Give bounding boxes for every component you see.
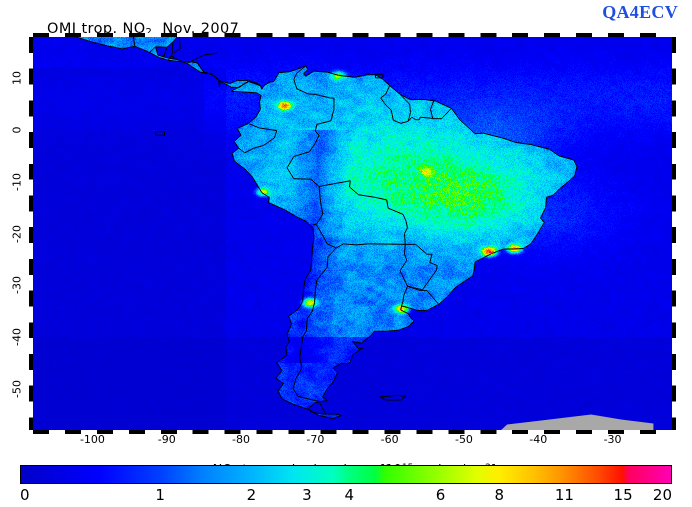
x-tick-label: -40 xyxy=(529,433,548,446)
y-tick-label: -50 xyxy=(10,379,24,398)
colorbar-tick-label: 15 xyxy=(613,486,633,504)
colorbar-tick-label: 8 xyxy=(494,486,504,504)
colorbar-tick-label: 1 xyxy=(155,486,165,504)
title-rest: Nov. 2007 xyxy=(152,21,240,37)
colorbar-gradient xyxy=(21,466,671,483)
colorbar-tick-label: 11 xyxy=(554,486,574,504)
axis-border-right xyxy=(672,37,676,430)
x-tick-label: -60 xyxy=(380,433,399,446)
colorbar-tick-label: 2 xyxy=(246,486,257,504)
colorbar-tick-label: 3 xyxy=(302,486,312,504)
colorbar-tick-label: 6 xyxy=(435,486,446,504)
y-tick-label: -20 xyxy=(10,224,24,243)
map-panel[interactable] xyxy=(33,37,672,430)
colorbar-tick-label: 0 xyxy=(20,486,30,504)
title-subscript: 2 xyxy=(145,27,153,38)
qa4ecv-logo: QA4ECV xyxy=(602,2,678,22)
title-lead: OMI trop. NO xyxy=(47,21,146,37)
x-tick-label: -100 xyxy=(79,433,105,446)
colorbar-tick-label: 20 xyxy=(652,486,672,504)
axis-border-bottom xyxy=(33,430,672,434)
y-tick-label: -30 xyxy=(10,276,24,295)
y-tick-label: 10 xyxy=(10,71,24,86)
x-tick-label: -30 xyxy=(603,433,622,446)
no2-heatmap-canvas[interactable] xyxy=(33,37,672,430)
y-tick-label: 0 xyxy=(10,126,24,134)
colorbar-tick-label: 4 xyxy=(344,486,355,504)
x-tick-label: -50 xyxy=(454,433,473,446)
y-tick-label: -40 xyxy=(10,327,24,346)
x-tick-label: -70 xyxy=(306,433,325,446)
x-tick-label: -80 xyxy=(232,433,251,446)
y-tick-label: -10 xyxy=(10,172,24,191)
colorbar[interactable] xyxy=(20,465,672,484)
x-tick-label: -90 xyxy=(157,433,176,446)
